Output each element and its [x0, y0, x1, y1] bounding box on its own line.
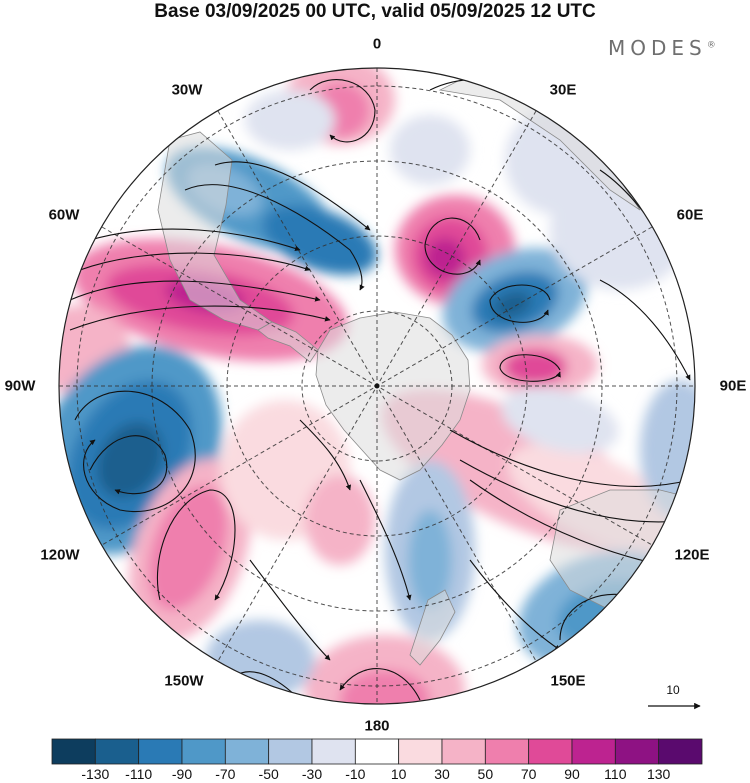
- label-lon-60e: 60E: [676, 206, 704, 224]
- colorbar-tick-label: 50: [477, 766, 494, 782]
- label-lon-60w: 60W: [48, 206, 80, 224]
- label-lon-30w: 30W: [171, 81, 203, 99]
- streamline: [74, 390, 196, 512]
- modes-logo: MODES®: [608, 36, 716, 60]
- streamline: [249, 559, 331, 661]
- label-lon-180: 180: [364, 717, 390, 735]
- anomaly-region: [148, 485, 228, 611]
- streamline: [299, 419, 352, 491]
- streamline: [89, 228, 301, 252]
- colorbar-tick-label: -110: [125, 766, 153, 782]
- anomaly-region: [245, 90, 335, 150]
- streamline: [69, 280, 321, 302]
- label-lon-150e: 150E: [550, 672, 586, 690]
- streamline: [156, 489, 236, 601]
- colorbar-swatch: [268, 738, 313, 765]
- colorbar-swatch: [311, 738, 356, 765]
- colorbar-tick-label: -90: [171, 766, 193, 782]
- colorbar: [51, 738, 703, 765]
- colorbar-tick-label: -130: [81, 766, 110, 782]
- streamline: [424, 217, 481, 275]
- label-lon-120w: 120W: [40, 546, 80, 564]
- map-border: [58, 67, 696, 705]
- streamline: [469, 559, 561, 651]
- colorbar-tick-label: -70: [215, 766, 236, 782]
- colorbar-swatch: [181, 738, 226, 765]
- colorbar-tick-label: 110: [604, 766, 627, 782]
- colorbar-swatch: [441, 738, 486, 765]
- south-pole-marker: [374, 383, 380, 389]
- streamline: [79, 252, 311, 272]
- colorbar-swatch: [94, 738, 140, 765]
- anomaly-region: [503, 349, 567, 385]
- anomaly-region: [340, 670, 430, 704]
- streamline: [184, 184, 365, 291]
- colorbar-tick-label: -50: [258, 766, 279, 782]
- map-title: Base 03/09/2025 00 UTC, valid 05/09/2025…: [154, 1, 596, 22]
- anomaly-region: [408, 510, 452, 610]
- streamline: [214, 161, 371, 231]
- colorbar-tick-label: 70: [520, 766, 537, 782]
- anomaly-region: [205, 620, 315, 700]
- streamline: [459, 459, 691, 524]
- colorbar-tick-label: -10: [345, 766, 366, 782]
- colorbar-swatch: [224, 738, 270, 765]
- anomaly-region: [97, 422, 163, 498]
- label-lon-150w: 150W: [164, 672, 204, 690]
- anomaly-region: [262, 205, 378, 275]
- label-lon-120e: 120E: [674, 546, 710, 564]
- colorbar-swatch: [51, 738, 96, 765]
- streamline: [69, 305, 331, 331]
- label-lon-90e: 90E: [719, 377, 747, 395]
- streamline: [309, 79, 376, 143]
- anomaly-region: [492, 291, 532, 319]
- colorbar-tick-label: 90: [564, 766, 580, 782]
- colorbar-swatch: [571, 738, 616, 765]
- reference-vector-label: 10: [666, 683, 680, 697]
- anomaly-region: [501, 387, 619, 453]
- colorbar-tick-label: 30: [434, 766, 450, 782]
- streamline: [359, 479, 412, 601]
- label-lon-30e: 30E: [549, 81, 577, 99]
- colorbar-swatch: [138, 738, 183, 765]
- anomaly-region: [390, 115, 470, 185]
- colorbar-tick-label: 130: [646, 766, 671, 782]
- streamline: [489, 284, 551, 323]
- colorbar-tick-label: -30: [301, 766, 323, 782]
- colorbar-tick-label: 10: [390, 766, 407, 782]
- colorbar-swatch: [614, 738, 660, 765]
- colorbar-swatch: [658, 738, 703, 765]
- streamline: [449, 429, 691, 487]
- colorbar-swatch: [354, 738, 400, 765]
- streamline: [499, 354, 561, 382]
- label-lon-0: 0: [372, 35, 382, 53]
- new-zealand: [409, 589, 456, 666]
- anomaly-region: [305, 475, 375, 565]
- streamline: [599, 279, 691, 381]
- colorbar-swatch: [528, 738, 573, 765]
- streamline: [89, 435, 168, 495]
- streamline: [339, 668, 421, 701]
- colorbar-swatch: [484, 738, 530, 765]
- label-lon-90w: 90W: [4, 377, 36, 395]
- colorbar-swatch: [398, 738, 443, 765]
